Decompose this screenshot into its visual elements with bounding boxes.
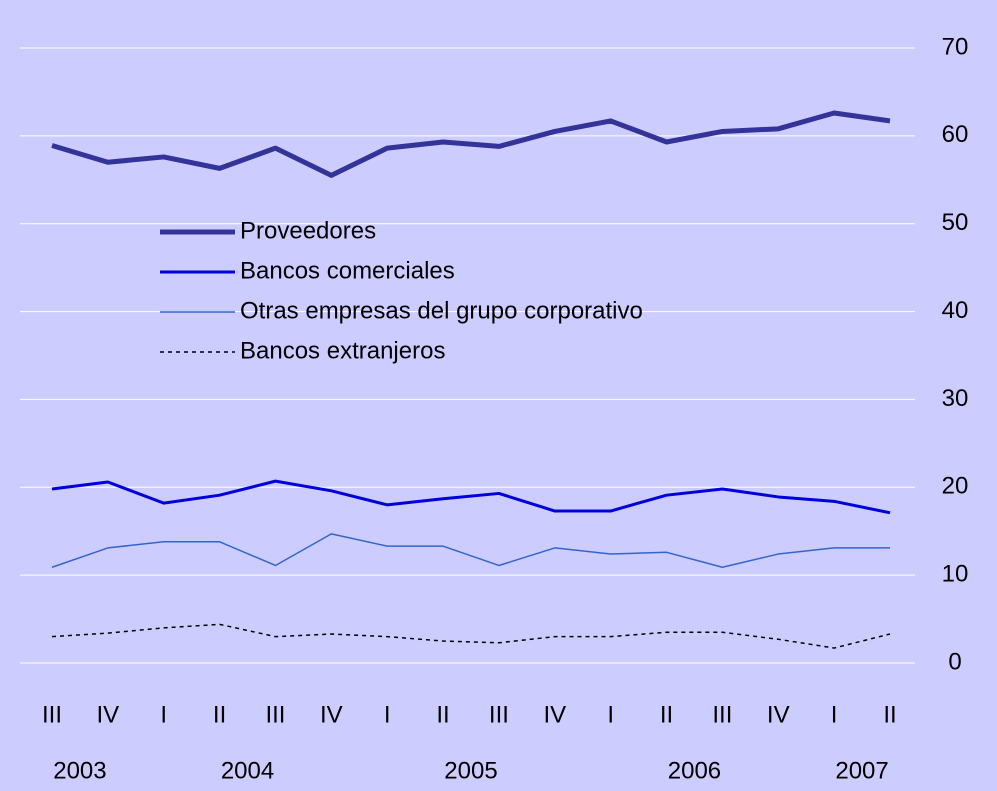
legend-label: Bancos extranjeros [240,337,445,364]
x-tick-label: III [265,701,285,728]
x-tick-label: II [883,701,896,728]
x-tick-label: I [384,701,391,728]
line-series [51,110,891,178]
x-tick-label: IV [767,701,790,728]
legend-label: Otras empresas del grupo corporativo [240,297,643,324]
y-tick-label: 70 [942,33,969,60]
legend-label: Proveedores [240,217,376,244]
y-tick-label: 40 [942,297,969,324]
legend-label: Bancos comerciales [240,257,455,284]
x-tick-label: I [160,701,167,728]
x-tick-label: II [213,701,226,728]
y-tick-label: 50 [942,209,969,236]
x-tick-label: I [831,701,838,728]
x-tick-label: IV [543,701,566,728]
line-series [51,533,890,568]
x-tick-label: II [436,701,449,728]
x-tick-label: IV [97,701,120,728]
x-tick-label: III [712,701,732,728]
x-group-label: 2005 [444,757,497,784]
x-tick-label: II [660,701,673,728]
x-tick-label: III [489,701,509,728]
y-tick-label: 30 [942,385,969,412]
x-group-label: 2007 [835,757,888,784]
y-tick-label: 0 [948,648,961,675]
y-tick-label: 10 [942,560,969,587]
x-tick-label: III [42,701,62,728]
x-tick-label: I [607,701,614,728]
y-tick-label: 60 [942,121,969,148]
x-group-label: 2004 [221,757,274,784]
y-tick-label: 20 [942,473,969,500]
line-series [51,479,891,515]
x-group-label: 2003 [53,757,106,784]
x-group-label: 2006 [668,757,721,784]
x-tick-label: IV [320,701,343,728]
